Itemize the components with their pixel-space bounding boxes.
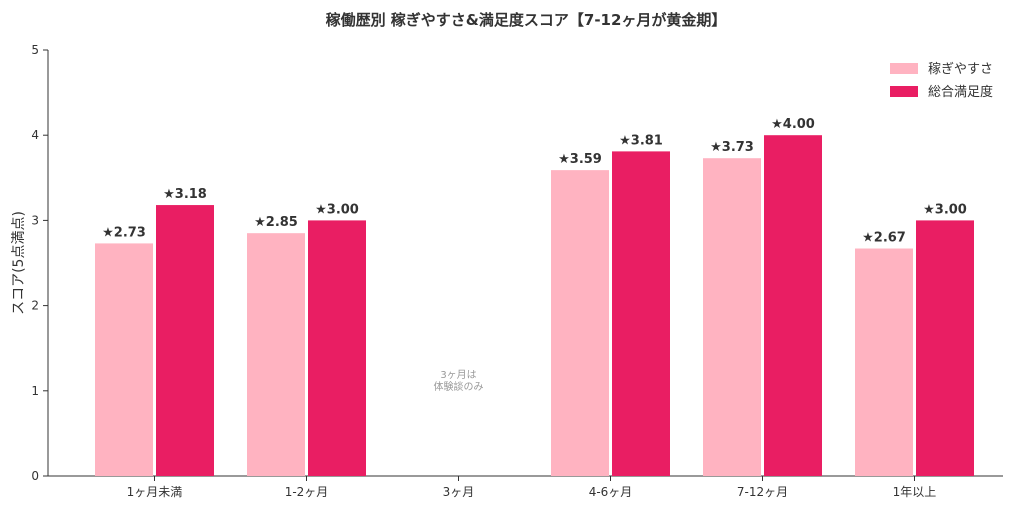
bar-satisfaction	[156, 205, 214, 476]
bar-satisfaction	[916, 220, 974, 476]
data-label: ★2.85	[254, 215, 298, 230]
x-tick-label: 1年以上	[893, 485, 937, 499]
bar-earnings	[551, 170, 609, 476]
x-tick-label: 1-2ヶ月	[285, 485, 329, 499]
data-label: ★2.73	[102, 225, 146, 240]
data-label: ★4.00	[771, 117, 815, 132]
x-tick-label: 4-6ヶ月	[589, 485, 633, 499]
bar-satisfaction	[308, 220, 366, 476]
data-label: ★3.18	[163, 187, 207, 202]
y-axis-label: スコア(5点満点)	[11, 211, 27, 315]
data-label: ★3.00	[315, 202, 359, 217]
data-label: ★3.81	[619, 133, 663, 148]
data-label: ★3.00	[923, 202, 967, 217]
data-label: ★2.67	[862, 231, 906, 246]
x-tick-label: 7-12ヶ月	[737, 485, 788, 499]
x-tick-label: 3ヶ月	[443, 485, 475, 499]
x-ticks: 1ヶ月未満 1-2ヶ月 3ヶ月 4-6ヶ月 7-12ヶ月 1年以上	[127, 476, 937, 499]
legend-swatch	[890, 86, 918, 97]
bar-satisfaction	[612, 151, 670, 476]
bar-earnings	[95, 243, 153, 476]
bar-earnings	[703, 158, 761, 477]
legend-label: 総合満足度	[928, 84, 993, 100]
y-tick-label: 4	[31, 128, 39, 142]
x-tick-label: 1ヶ月未満	[127, 485, 183, 499]
data-labels: ★2.73 ★3.18 ★2.85 ★3.00 ★3.59 ★3.81 ★3.73 ★4.00…	[102, 117, 967, 245]
y-ticks: 0 1 2 3 4 5	[31, 43, 48, 483]
bar-earnings	[247, 233, 305, 476]
y-tick-label: 2	[31, 299, 39, 313]
annotation-text: 3ヶ月は	[440, 369, 476, 381]
annotation-text: 体験談のみ	[434, 380, 484, 393]
bar-earnings	[855, 248, 913, 476]
y-tick-label: 5	[31, 43, 39, 57]
data-label: ★3.59	[558, 152, 602, 167]
chart-title: 稼働歴別 稼ぎやすさ&満足度スコア【7-12ヶ月が黄金期】	[326, 11, 727, 29]
bar-satisfaction	[764, 135, 822, 476]
legend-label: 稼ぎやすさ	[928, 62, 993, 77]
y-tick-label: 3	[31, 213, 39, 227]
data-label: ★3.73	[710, 140, 754, 155]
legend-swatch	[890, 63, 918, 74]
y-tick-label: 1	[31, 384, 39, 398]
y-tick-label: 0	[31, 469, 39, 483]
bars	[95, 135, 974, 477]
